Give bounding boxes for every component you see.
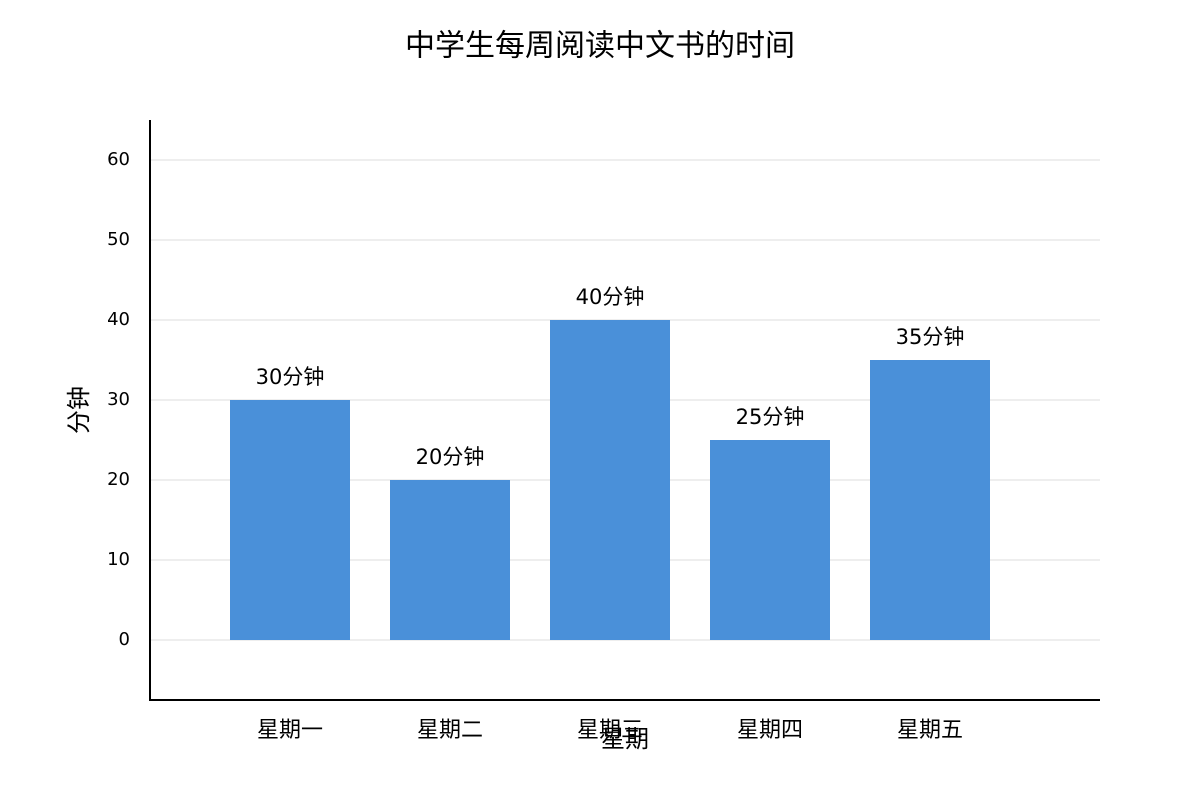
value-label: 30分钟: [256, 365, 325, 389]
bar: [710, 440, 830, 640]
x-tick-label: 星期一: [257, 718, 323, 743]
y-tick-label: 20: [107, 469, 130, 490]
bar: [870, 360, 990, 640]
value-label: 25分钟: [736, 405, 805, 429]
y-tick-label: 40: [107, 309, 130, 330]
value-label: 40分钟: [576, 285, 645, 309]
y-tick-label: 30: [107, 389, 130, 410]
value-label: 20分钟: [416, 445, 485, 469]
x-axis-label: 星期: [601, 725, 649, 753]
bar: [230, 400, 350, 640]
y-tick-label: 10: [107, 549, 130, 570]
y-tick-label: 50: [107, 229, 130, 250]
x-tick-label: 星期三: [577, 718, 643, 743]
y-tick-label: 60: [107, 149, 130, 170]
value-label: 35分钟: [896, 325, 965, 349]
y-axis-label: 分钟: [65, 386, 93, 434]
x-tick-label: 星期四: [737, 718, 803, 743]
y-tick-label: 0: [119, 629, 130, 650]
bar: [550, 320, 670, 640]
chart-title: 中学生每周阅读中文书的时间: [405, 29, 795, 64]
x-tick-label: 星期五: [897, 718, 963, 743]
x-tick-label: 星期二: [417, 718, 483, 743]
bar: [390, 480, 510, 640]
bars: [230, 320, 990, 640]
